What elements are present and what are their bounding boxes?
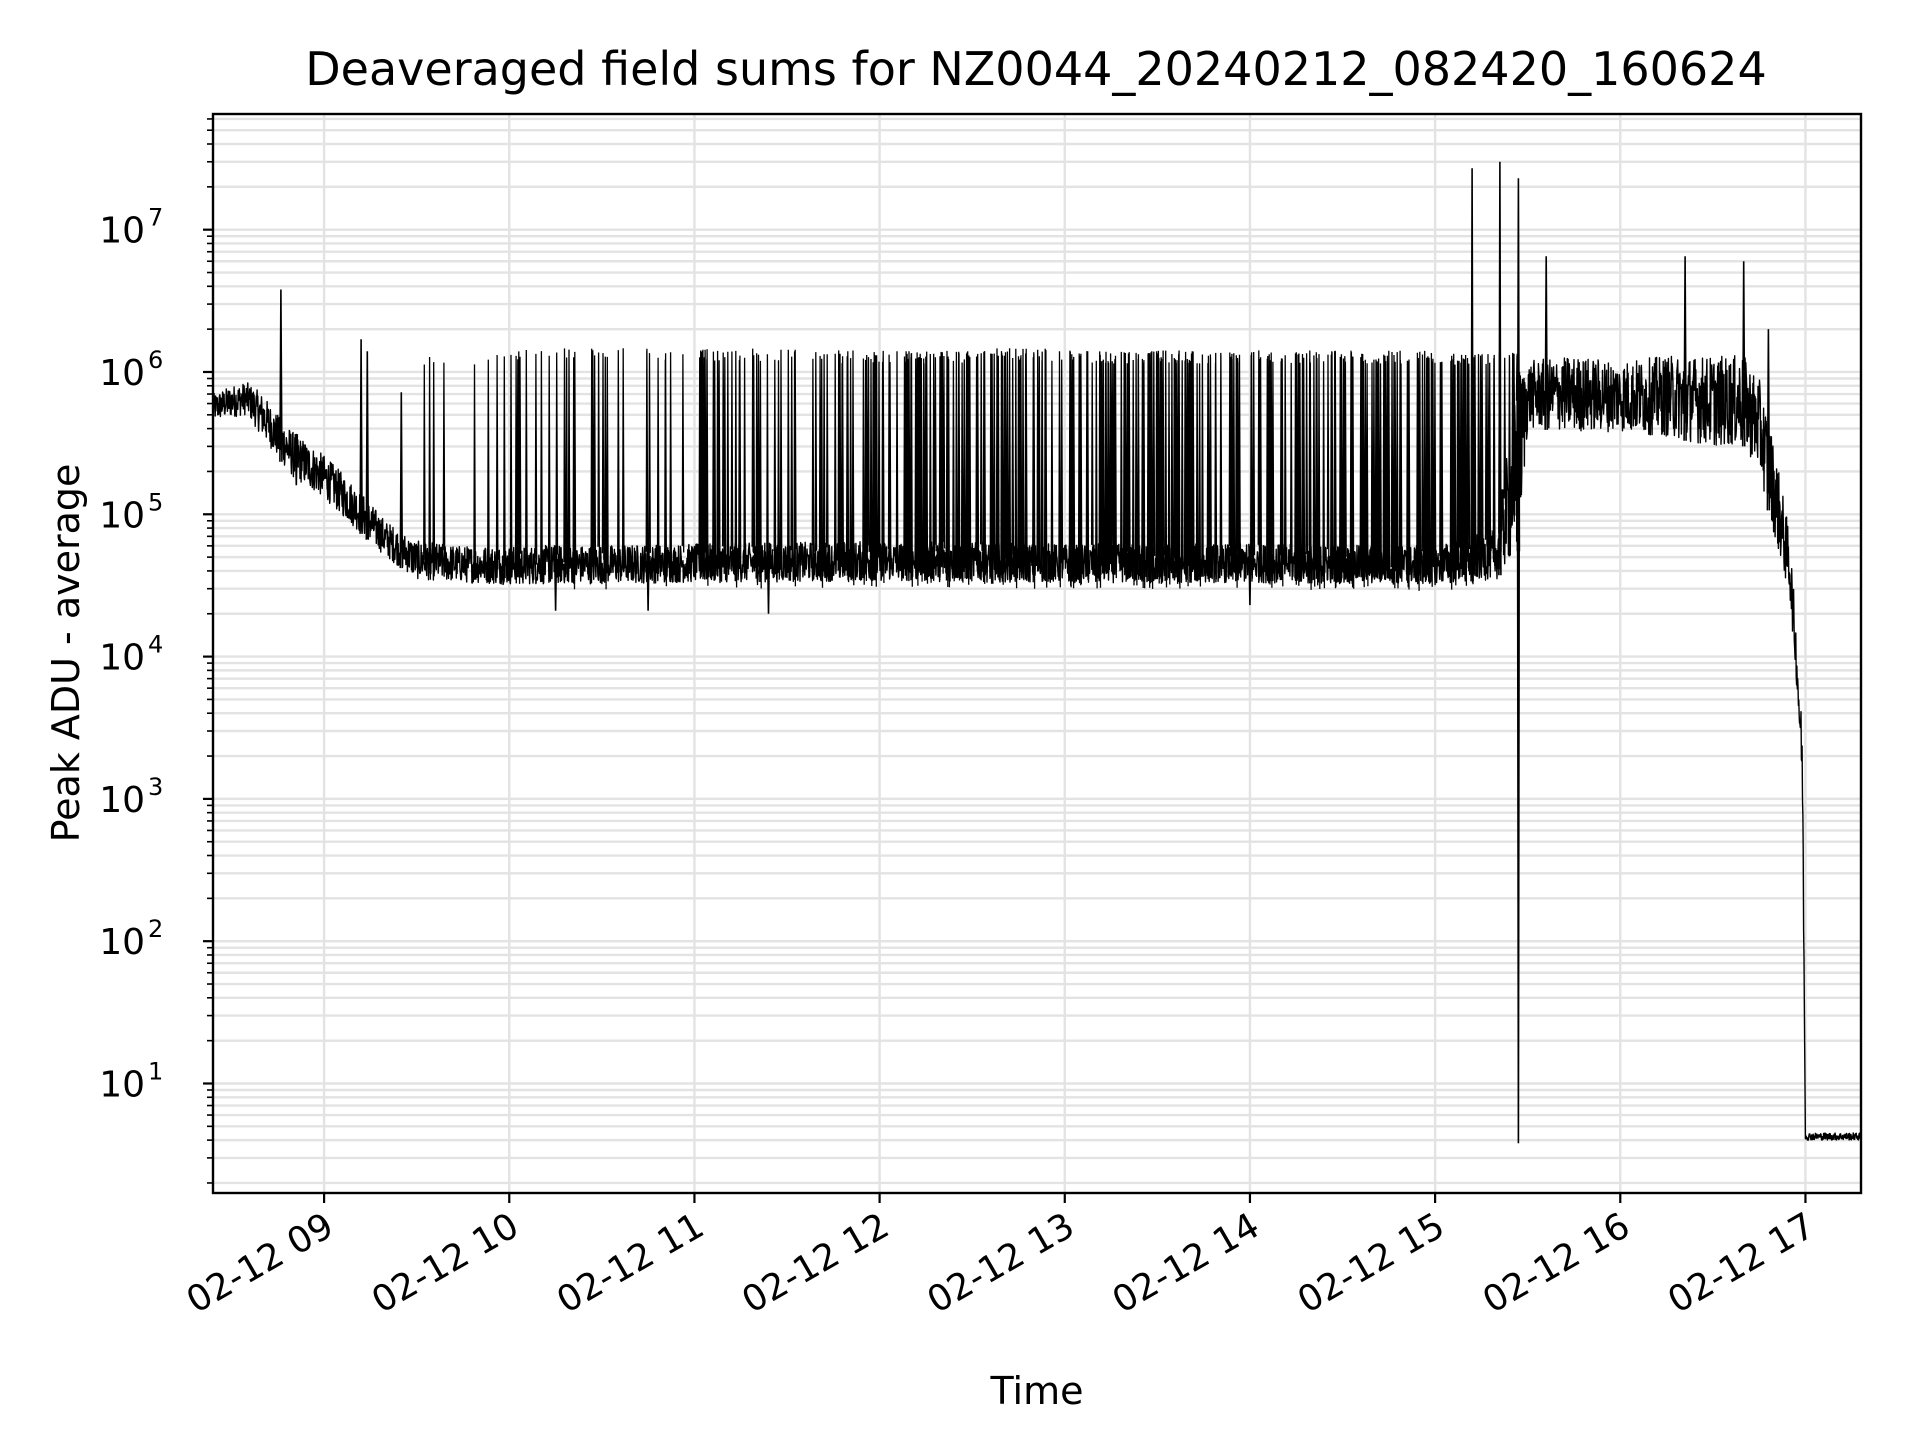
y-tick-label: 10 1 xyxy=(99,1057,163,1105)
spike-band xyxy=(509,348,609,590)
spike-band xyxy=(1068,350,1241,589)
chart-title: Deaveraged field sums for NZ0044_2024021… xyxy=(305,42,1766,96)
spike-band xyxy=(698,348,829,589)
y-axis-label: Peak ADU - average xyxy=(44,464,88,843)
y-tick-label: 10 6 xyxy=(99,346,163,394)
y-tick-label-exponent: 4 xyxy=(148,631,163,659)
x-axis-label: Time xyxy=(990,1369,1084,1413)
y-tick-label: 10 5 xyxy=(99,488,163,536)
spike xyxy=(365,351,370,540)
dip xyxy=(294,434,299,486)
y-tick-label: 10 7 xyxy=(99,204,163,252)
y-tick-label-exponent: 6 xyxy=(148,346,163,374)
spike-band xyxy=(1249,350,1437,591)
y-tick-label: 10 2 xyxy=(99,915,163,963)
y-tick-label: 10 4 xyxy=(99,631,163,679)
dip xyxy=(1248,543,1252,606)
dip xyxy=(1516,371,1521,1144)
spike-band xyxy=(833,350,972,588)
spike-band xyxy=(423,354,506,580)
y-tick-label-exponent: 2 xyxy=(148,915,163,943)
data-series xyxy=(212,161,1862,1144)
spike xyxy=(359,339,363,534)
spike xyxy=(1741,261,1746,447)
spike xyxy=(1470,168,1474,582)
plot-frame xyxy=(211,112,1863,1195)
dip xyxy=(766,542,771,614)
spike xyxy=(279,289,283,462)
y-tick-label-base: 10 xyxy=(99,780,145,821)
spike-band xyxy=(617,348,685,587)
plot-area xyxy=(211,112,1863,1195)
y-tick-label-base: 10 xyxy=(99,922,145,963)
y-tick-label-exponent: 3 xyxy=(148,773,163,801)
spike-band xyxy=(975,348,1064,589)
y-tick-label-exponent: 5 xyxy=(148,488,163,516)
y-tick-label-base: 10 xyxy=(99,638,145,679)
spike xyxy=(399,392,404,569)
spike xyxy=(1544,256,1548,430)
gridlines xyxy=(213,114,1861,1193)
y-tick-label-exponent: 7 xyxy=(148,204,163,232)
plot-background xyxy=(213,114,1861,1193)
spike xyxy=(1498,161,1502,576)
dip xyxy=(553,545,558,611)
y-tick-label-base: 10 xyxy=(99,211,145,252)
spike-band xyxy=(1439,352,1519,590)
dip xyxy=(646,544,650,611)
y-tick-label-base: 10 xyxy=(99,1064,145,1105)
y-tick-label-base: 10 xyxy=(99,495,145,536)
spike xyxy=(1683,256,1687,441)
y-tick-label-base: 10 xyxy=(99,353,145,394)
y-tick-label: 10 3 xyxy=(99,773,163,821)
y-tick-label-exponent: 1 xyxy=(148,1057,163,1085)
spike xyxy=(1766,329,1771,511)
